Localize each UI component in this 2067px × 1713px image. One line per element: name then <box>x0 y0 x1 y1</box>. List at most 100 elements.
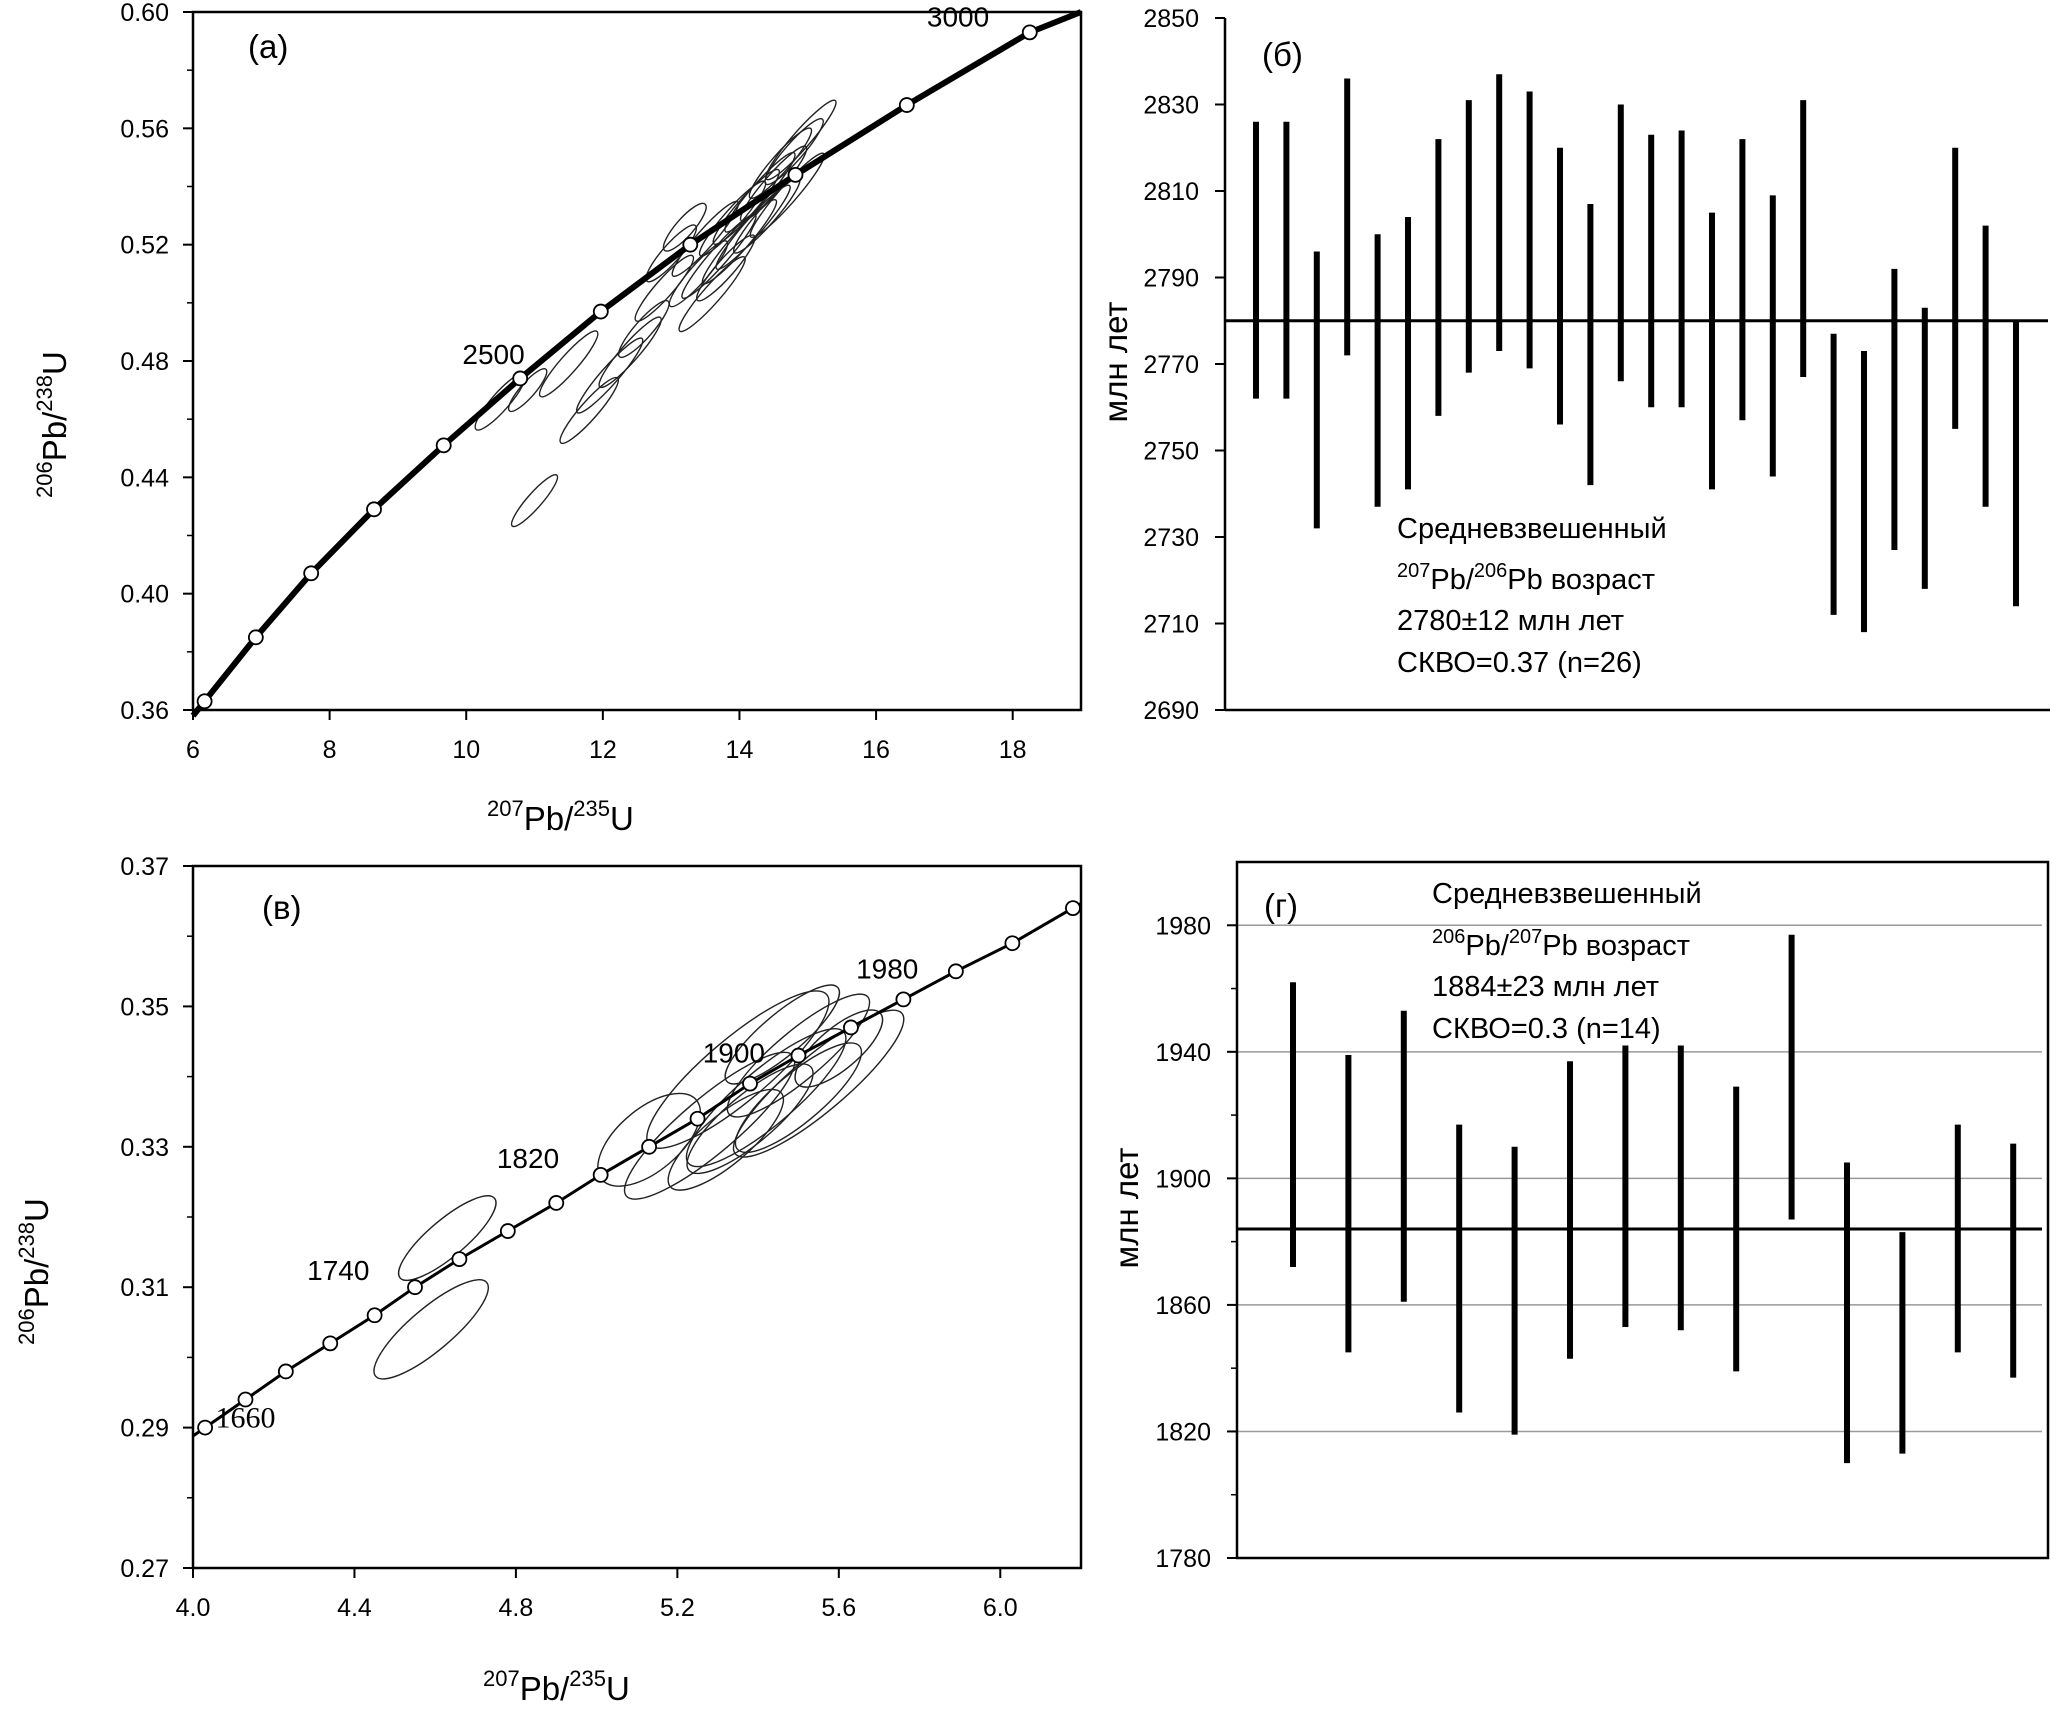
plot-b-annotation-line1: Средневзвешенный <box>1397 513 1667 545</box>
error-ellipse <box>749 152 826 238</box>
concordia-age-point <box>247 629 264 646</box>
concordia-age-point <box>366 1307 383 1324</box>
concordia-age-point <box>548 1195 565 1211</box>
plot-b-y-axis-label: млн лет <box>1097 302 1134 423</box>
concordia-age-point <box>895 991 912 1008</box>
y-tick-label: 2750 <box>1143 438 1199 466</box>
x-tick-label: 18 <box>999 736 1027 764</box>
age-errorbar-plot-d: 1780 1820 1860 1900 1940 1980 (г) млн лет Сре… <box>1108 860 2050 1573</box>
plot-a-y-axis-label: 206Pb/238U <box>32 351 73 498</box>
concordia-age-point <box>303 565 320 582</box>
y-tick-label: 2690 <box>1143 697 1199 725</box>
x-tick-label: 6 <box>186 736 200 764</box>
concordia-plot-c: 4.0 4.4 4.8 5.2 5.6 6.0 0.27 0.29 0.31 0.33 0.35 0.… <box>14 853 1083 1707</box>
y-tick-label: 0.33 <box>120 1134 169 1162</box>
error-ellipse <box>765 99 837 181</box>
concordia-age-point <box>898 97 915 113</box>
y-tick-label: 1820 <box>1155 1418 1211 1446</box>
concordia-age-label: 1820 <box>497 1143 559 1174</box>
concordia-age-point <box>787 166 804 183</box>
plot-a-panel-label: (а) <box>248 28 288 65</box>
plot-c-x-axis-label: 207Pb/235U <box>483 1666 630 1707</box>
error-ellipse <box>678 255 746 333</box>
x-tick-label: 8 <box>323 736 337 764</box>
error-ellipse <box>764 118 824 186</box>
plot-d-annotation: Средневзвешенный 206Pb/207Pb возраст 188… <box>1432 878 1702 1045</box>
plot-d-y-axis-label: млн лет <box>1108 1148 1145 1269</box>
concordia-age-label: 2500 <box>462 339 524 370</box>
y-tick-label: 2850 <box>1143 5 1199 33</box>
plot-b-annotation-line2: 207Pb/206Pb возраст <box>1397 560 1655 596</box>
plot-b-error-bars <box>1253 74 2019 633</box>
concordia-age-label: 1660 <box>215 1402 275 1435</box>
y-tick-label: 0.44 <box>120 464 169 492</box>
y-tick-label: 2770 <box>1143 351 1199 379</box>
y-tick-label: 2830 <box>1143 92 1199 120</box>
concordia-age-point <box>843 1019 859 1036</box>
plot-b-ticks: 2690 2710 2730 2750 2770 2790 2810 2830 2850 <box>1143 5 1225 725</box>
y-tick-label: 0.60 <box>120 0 169 27</box>
error-ellipse <box>686 1063 814 1175</box>
plot-a-frame <box>191 10 1083 712</box>
y-tick-label: 0.52 <box>120 232 169 260</box>
concordia-age-point <box>1004 935 1021 952</box>
y-tick-label: 2790 <box>1143 265 1199 293</box>
concordia-age-point <box>237 1391 254 1408</box>
error-ellipse <box>373 1279 490 1380</box>
plot-c-concordia-points <box>197 900 1081 1436</box>
plot-b-annotation: Средневзвешенный 207Pb/206Pb возраст 278… <box>1397 513 1667 679</box>
error-ellipse <box>734 1042 863 1154</box>
plot-a-concordia-points <box>196 24 1038 710</box>
y-tick-label: 0.56 <box>120 115 169 143</box>
concordia-plot-a: 6 8 10 12 14 16 18 0.36 0.40 0.44 0.48 0.52 0.56 0.60… <box>32 0 1083 837</box>
concordia-age-point <box>322 1335 339 1352</box>
y-tick-label: 0.31 <box>120 1274 169 1302</box>
concordia-age-point <box>742 1075 758 1092</box>
x-tick-label: 5.6 <box>821 1594 856 1622</box>
concordia-age-point <box>512 370 529 387</box>
concordia-age-point <box>366 501 382 518</box>
plot-d-error-bars <box>1290 934 2017 1464</box>
age-errorbar-plot-b: 2690 2710 2730 2750 2770 2790 2810 2830 2850 (б)… <box>1097 5 2050 725</box>
plot-c-ticks: 4.0 4.4 4.8 5.2 5.6 6.0 0.27 0.29 0.31 0.33 0.35 0.… <box>120 853 1017 1622</box>
plot-d-annotation-line3: 1884±23 млн лет <box>1432 971 1659 1003</box>
plot-b-annotation-line4: СКВО=0.37 (n=26) <box>1397 647 1642 679</box>
plot-b-panel-label: (б) <box>1262 36 1303 73</box>
x-tick-label: 16 <box>862 736 890 764</box>
plot-a-age-labels: 2500 3000 <box>462 2 989 370</box>
y-tick-label: 2710 <box>1143 611 1199 639</box>
y-tick-label: 0.36 <box>120 697 169 725</box>
error-ellipse <box>397 1195 497 1282</box>
concordia-age-label: 1980 <box>856 953 918 984</box>
y-tick-label: 2810 <box>1143 178 1199 206</box>
concordia-age-point <box>499 1223 516 1239</box>
plot-d-annotation-line1: Средневзвешенный <box>1432 878 1702 910</box>
concordia-age-point <box>196 693 213 710</box>
x-tick-label: 6.0 <box>983 1594 1018 1622</box>
concordia-age-point <box>689 1110 706 1127</box>
plot-a-ellipses <box>474 99 837 528</box>
plot-d-frame <box>1235 860 2050 1560</box>
plot-d-annotation-line2: 206Pb/207Pb возраст <box>1432 926 1690 962</box>
plot-a-ticks: 6 8 10 12 14 16 18 0.36 0.40 0.44 0.48 0.52 0.56 0.60 <box>120 0 1026 764</box>
error-ellipse <box>598 316 662 389</box>
y-tick-label: 1860 <box>1155 1292 1211 1320</box>
error-ellipse <box>695 234 756 302</box>
concordia-age-point <box>592 303 609 320</box>
error-ellipse <box>726 993 871 1118</box>
error-ellipse <box>667 1088 785 1191</box>
y-tick-label: 2730 <box>1143 524 1199 552</box>
plot-c-age-labels: 1660 1740 1820 1900 1980 <box>215 953 918 1434</box>
concordia-age-label: 3000 <box>927 2 989 33</box>
plot-c-concordia-curve <box>192 902 1082 1438</box>
x-tick-label: 5.2 <box>660 1594 695 1622</box>
error-ellipse <box>634 254 695 322</box>
concordia-age-point <box>197 1419 214 1436</box>
concordia-age-point <box>451 1251 468 1268</box>
x-tick-label: 14 <box>726 736 754 764</box>
plot-d-gridlines <box>1237 924 2042 1433</box>
plot-a-x-axis-label: 207Pb/235U <box>487 796 634 837</box>
y-tick-label: 1900 <box>1155 1165 1211 1193</box>
concordia-age-point <box>592 1166 609 1183</box>
